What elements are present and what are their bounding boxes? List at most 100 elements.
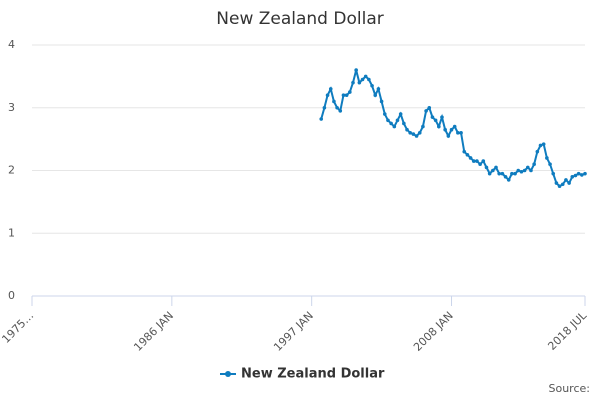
point [576,171,581,176]
point [360,77,365,82]
point [379,99,384,104]
point [519,169,524,174]
x-tick-label: 2018 JUL [545,308,589,352]
point [382,112,387,116]
point [411,132,416,136]
point [437,124,441,129]
x-tick-label: 2008 JAN [411,309,456,354]
source: Source: [549,382,591,395]
point [478,162,482,167]
x-tick-label: 1997 JAN [271,309,316,354]
point [322,105,327,110]
point [468,156,473,160]
point [465,153,470,157]
point [405,127,409,132]
point [389,121,393,126]
point [417,131,422,135]
point [363,74,368,79]
point [491,168,495,173]
point [580,173,584,177]
point [376,87,381,91]
point [370,83,374,88]
point [525,165,530,170]
point [513,171,517,176]
point [386,118,390,123]
point [500,171,505,176]
point [475,159,479,163]
point [354,68,358,72]
point [557,184,562,188]
point [522,168,527,173]
point [414,134,419,138]
point [456,131,460,135]
point [325,93,330,97]
point [573,173,578,178]
point [481,159,486,163]
point [452,124,457,129]
point [367,77,371,82]
point [560,182,565,187]
point [344,93,349,97]
y-tick-label: 3 [8,101,15,114]
point [462,149,467,154]
point [351,80,355,85]
point [341,93,346,97]
point [449,127,454,132]
point [583,171,587,176]
point [402,121,406,126]
point [459,131,463,135]
point [446,134,451,138]
point [567,181,571,185]
legend-label: New Zealand Dollar [241,367,385,382]
point [532,162,536,167]
point [548,162,552,167]
point [348,90,352,94]
point [570,174,575,179]
line [320,69,586,188]
y-tick-label: 4 [8,38,15,51]
point [398,112,403,116]
point [494,165,498,170]
point [503,174,508,179]
point [319,117,324,121]
y-tick-label: 0 [8,289,15,302]
legend-marker [225,371,231,377]
point [564,178,568,182]
point [424,109,428,113]
x-tick-label: 1986 JAN [131,309,176,354]
point [335,105,339,110]
point [433,118,438,123]
point [551,171,556,176]
point [506,178,511,182]
point [443,127,447,132]
point [529,168,533,173]
point [487,171,492,176]
point [484,165,489,170]
point [357,80,362,85]
point [545,156,549,160]
point [427,105,432,110]
point [497,171,501,176]
point [338,109,343,113]
point [373,93,378,97]
y-tick-label: 1 [8,226,15,239]
point [471,159,476,163]
point [392,124,397,129]
point [440,115,444,119]
point [332,99,336,104]
point [430,115,435,119]
point [328,87,333,91]
chart-title: New Zealand Dollar [216,9,383,29]
point [541,142,546,146]
point [554,181,559,185]
x-tick-label: 1975… [0,309,36,346]
point [535,149,540,154]
point [421,124,425,129]
point [395,118,400,123]
point [538,143,543,148]
point [516,168,521,173]
y-tick-label: 2 [8,164,15,177]
point [510,171,514,176]
